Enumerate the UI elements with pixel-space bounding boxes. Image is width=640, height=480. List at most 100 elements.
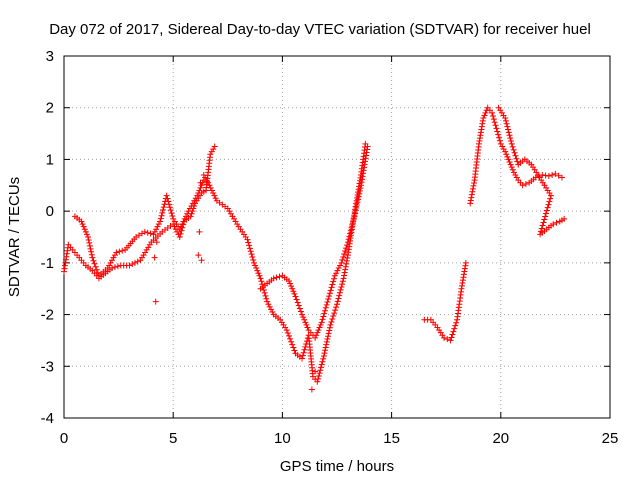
data-point [510,169,517,176]
data-point [180,218,187,225]
data-point [160,206,167,213]
data-point [291,290,298,297]
data-point [547,195,554,202]
data-point [336,292,343,299]
series-track-f [467,104,565,207]
data-point [357,185,364,192]
data-point [88,251,95,258]
data-point [338,283,345,290]
data-point [544,204,551,211]
data-point [299,311,306,318]
data-point [205,179,212,186]
data-point [301,316,308,323]
data-point [319,358,326,365]
data-point [507,161,514,168]
data-point [352,207,359,214]
data-point [505,156,512,163]
data-point [346,233,353,240]
data-point [331,272,338,279]
data-point [355,193,362,200]
data-point [80,223,87,230]
data-point [338,259,345,266]
data-point [342,266,349,273]
data-point [252,262,259,269]
data-point [542,172,549,179]
data-point [261,289,268,296]
data-point [361,164,368,171]
data-point [331,310,338,317]
data-point [285,332,292,339]
data-point [343,257,350,264]
data-point [318,319,325,326]
data-point [147,230,154,237]
data-point [299,352,306,359]
data-point [468,194,475,201]
data-point [322,304,329,311]
data-point [198,182,205,189]
data-point [322,344,329,351]
data-point [356,187,363,194]
data-point [248,251,255,258]
data-point [153,226,160,233]
data-point [519,182,526,189]
data-point [113,249,120,256]
data-point [321,307,328,314]
data-point [253,265,260,272]
data-point [262,292,269,299]
data-point [325,333,332,340]
series-track-d [257,143,371,341]
data-point [335,265,342,272]
data-point [114,263,121,270]
data-point [203,177,210,184]
data-point [126,262,133,269]
data-point [340,275,347,282]
data-points [61,104,568,393]
data-point [451,325,458,332]
data-point [293,296,300,303]
data-point [497,140,504,147]
data-point [334,298,341,305]
data-point [273,274,280,281]
data-point [85,236,92,243]
data-point [167,207,174,214]
data-point [211,192,218,199]
data-point [502,115,509,122]
data-point [87,245,94,252]
data-point [512,171,519,178]
data-point [352,210,359,217]
x-tick-label: 25 [602,430,619,447]
data-point [507,135,514,142]
data-point [263,295,270,302]
data-point [508,164,515,171]
data-point [339,256,346,263]
data-point [106,262,113,269]
y-tick-label: -1 [41,255,54,272]
data-point [301,346,308,353]
data-point [342,248,349,255]
data-point [350,219,357,226]
y-axis-label: SDTVAR / TECUs [6,177,23,297]
data-point [182,213,189,220]
data-point [304,324,311,331]
data-point [511,149,518,156]
data-point [316,370,323,377]
data-point [364,146,371,153]
data-point [196,187,203,194]
data-point [165,198,172,205]
data-point [207,184,214,191]
data-point [269,308,276,315]
data-point [257,275,264,282]
x-tick-label: 20 [492,430,509,447]
data-point [325,330,332,337]
data-point [343,245,350,252]
series-track-b [71,177,207,279]
data-point [321,350,328,357]
y-tick-label: 0 [46,203,54,220]
data-point [549,171,556,178]
data-point [158,212,165,219]
data-point [545,172,552,179]
data-point [151,228,158,235]
data-point [208,148,215,155]
data-point [188,202,195,209]
data-point [313,332,320,339]
